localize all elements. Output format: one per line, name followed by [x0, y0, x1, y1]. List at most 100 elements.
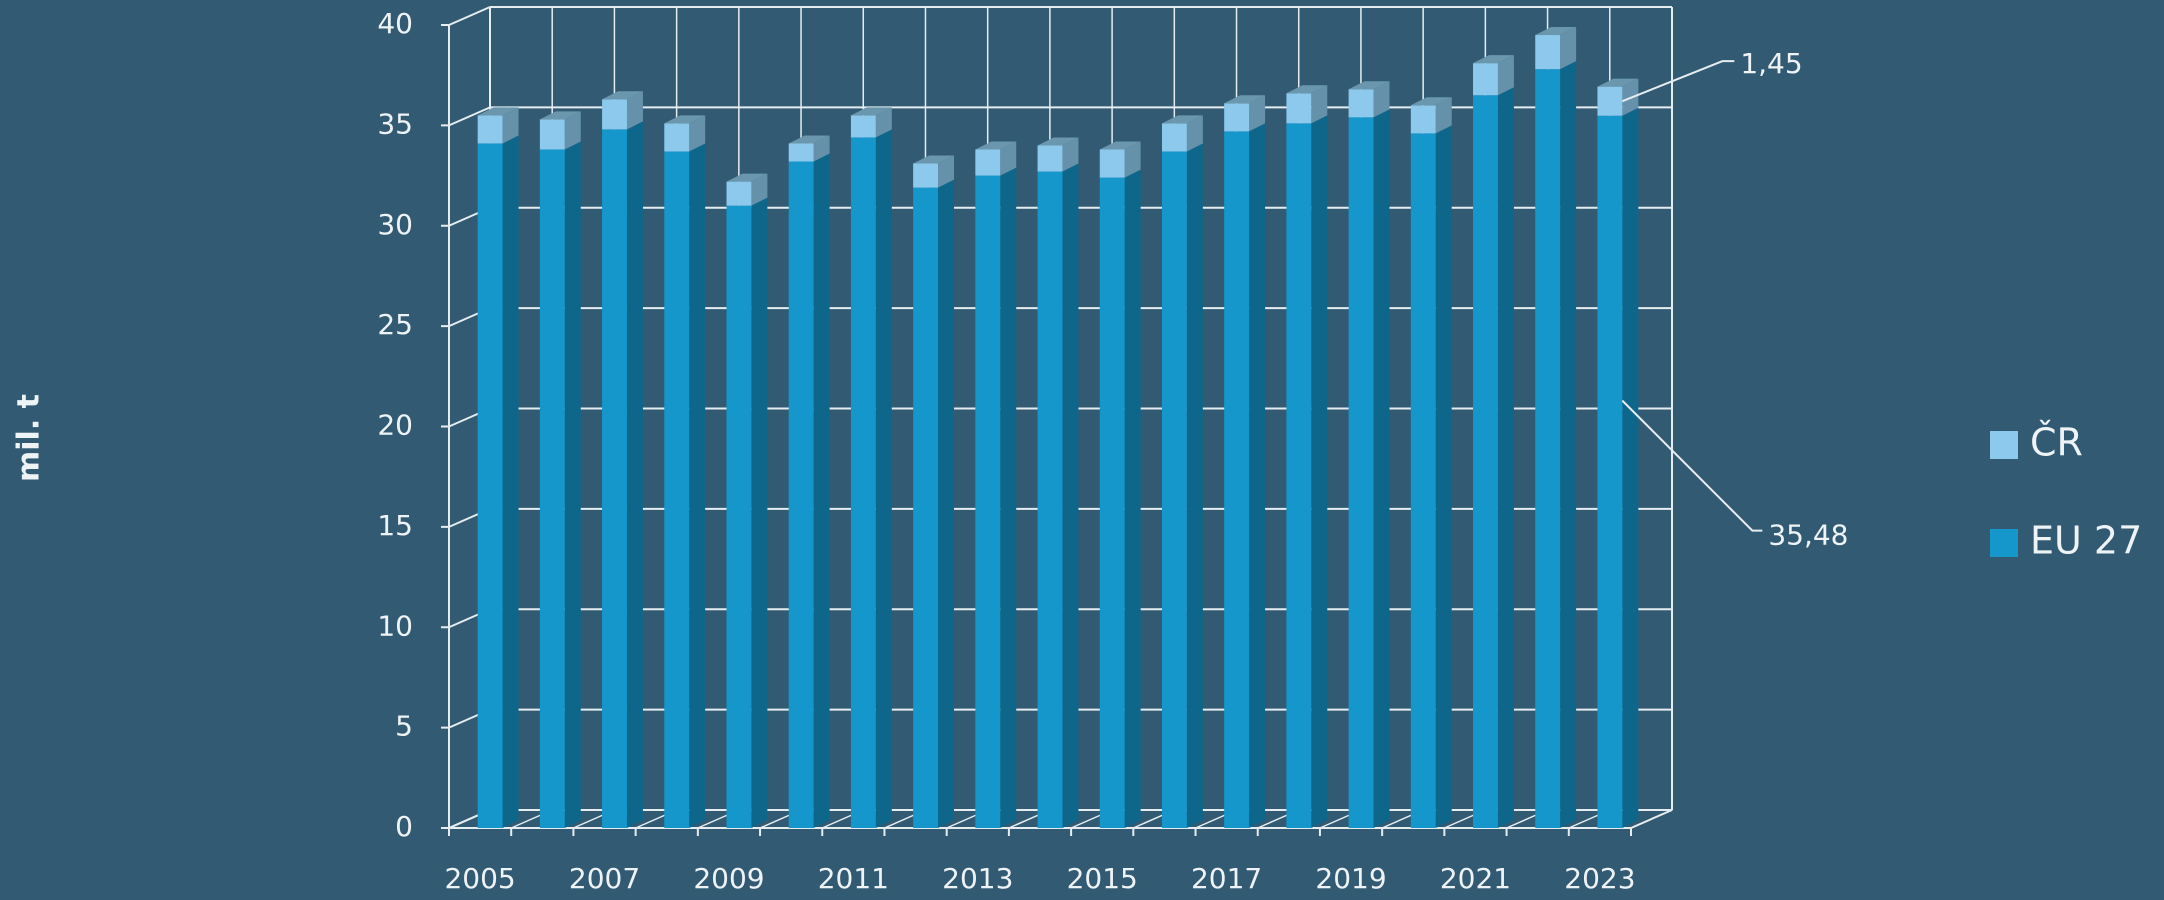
bar-side — [813, 153, 830, 828]
y-tick-label: 5 — [395, 710, 413, 743]
bar — [1224, 103, 1250, 132]
bar-side — [564, 111, 581, 150]
bar — [975, 175, 1001, 828]
bar-top — [850, 107, 892, 116]
bar-side — [1622, 107, 1639, 828]
bar-side — [1062, 163, 1079, 829]
bar-side — [1560, 61, 1577, 829]
bar-side — [1435, 97, 1452, 134]
bar-side — [626, 121, 643, 828]
bar — [1348, 89, 1374, 118]
bar — [664, 123, 690, 152]
bar — [1597, 115, 1623, 828]
bar-side — [1124, 169, 1141, 828]
bar-top — [913, 155, 955, 164]
bar-top — [664, 115, 706, 124]
legend-label: ČR — [2030, 421, 2083, 465]
bar-top — [1410, 97, 1452, 106]
bar — [602, 99, 627, 130]
bar-top — [1099, 141, 1141, 150]
legend-label: EU 27 — [2030, 519, 2142, 563]
bar — [1099, 149, 1125, 178]
bar-top — [1286, 85, 1328, 94]
bar — [1037, 171, 1063, 829]
bar — [1535, 35, 1561, 70]
y-tick-label: 10 — [377, 609, 413, 642]
bar — [664, 151, 690, 828]
bar-side — [1186, 143, 1203, 828]
y-tick-label: 25 — [377, 308, 413, 341]
x-tick-label: 2009 — [693, 862, 764, 895]
bar-top — [477, 107, 519, 116]
bar-side — [1124, 141, 1141, 178]
y-tick-label: 15 — [377, 509, 413, 542]
bar — [1286, 93, 1312, 124]
bar-top — [1535, 27, 1577, 36]
bar-side — [564, 141, 581, 829]
x-tick-label: 2023 — [1564, 862, 1635, 895]
y-tick-label: 40 — [377, 7, 413, 40]
x-tick-label: 2007 — [569, 862, 640, 895]
bar — [975, 149, 1001, 176]
bar-side — [1000, 141, 1017, 176]
bar-side — [875, 107, 892, 138]
bar — [1037, 145, 1063, 172]
bar — [539, 149, 565, 829]
bar-side — [502, 107, 519, 144]
x-tick-label: 2013 — [942, 862, 1013, 895]
bar-side — [751, 173, 768, 206]
bar-side — [938, 155, 955, 188]
bar-top — [1037, 137, 1079, 146]
bar — [850, 137, 876, 829]
bar-top — [539, 111, 581, 120]
bar-side — [689, 115, 706, 152]
y-tick-label: 30 — [377, 208, 413, 241]
bar-side — [502, 135, 519, 828]
data-label: 1,45 — [1740, 47, 1802, 80]
bar — [788, 161, 814, 828]
leader-line — [1621, 60, 1735, 103]
bar-side — [751, 197, 768, 829]
bar-side — [1497, 87, 1514, 828]
bar-side — [1311, 115, 1328, 829]
x-tick-label: 2005 — [444, 862, 515, 895]
floor-divider — [1630, 809, 1673, 829]
bar — [1161, 123, 1187, 152]
bar-top — [1597, 78, 1639, 87]
bar-top — [788, 135, 830, 144]
y-tick-diagonal — [448, 6, 491, 26]
bar — [477, 143, 503, 828]
bar-top — [1473, 55, 1514, 64]
bar — [539, 119, 565, 150]
bar — [1348, 117, 1374, 829]
bar — [1597, 86, 1623, 116]
bar — [1161, 151, 1187, 828]
bar-side — [1373, 109, 1390, 829]
bar-top — [1161, 115, 1203, 124]
x-tick-label: 2015 — [1067, 862, 1138, 895]
y-tick-label: 20 — [377, 409, 413, 442]
bar-side — [1373, 81, 1390, 118]
bar — [602, 129, 627, 828]
bar-top — [726, 173, 768, 182]
bar-top — [602, 91, 643, 100]
bar-side — [1497, 55, 1514, 96]
y-tick-label: 0 — [395, 810, 413, 843]
y-tick-label: 35 — [377, 107, 413, 140]
bar-side — [875, 129, 892, 829]
bar — [1410, 105, 1436, 134]
bar-side — [813, 135, 830, 162]
bar — [1473, 63, 1498, 96]
bar-side — [1249, 123, 1266, 828]
bar-side — [1311, 85, 1328, 124]
bar-side — [938, 179, 955, 829]
bar-side — [1186, 115, 1203, 152]
bar-top — [975, 141, 1017, 150]
bar — [1286, 123, 1312, 829]
bar — [788, 143, 814, 162]
bar-side — [626, 91, 643, 130]
bar-side — [1435, 125, 1452, 828]
data-label: 35,48 — [1768, 519, 1848, 552]
bar — [913, 163, 939, 188]
